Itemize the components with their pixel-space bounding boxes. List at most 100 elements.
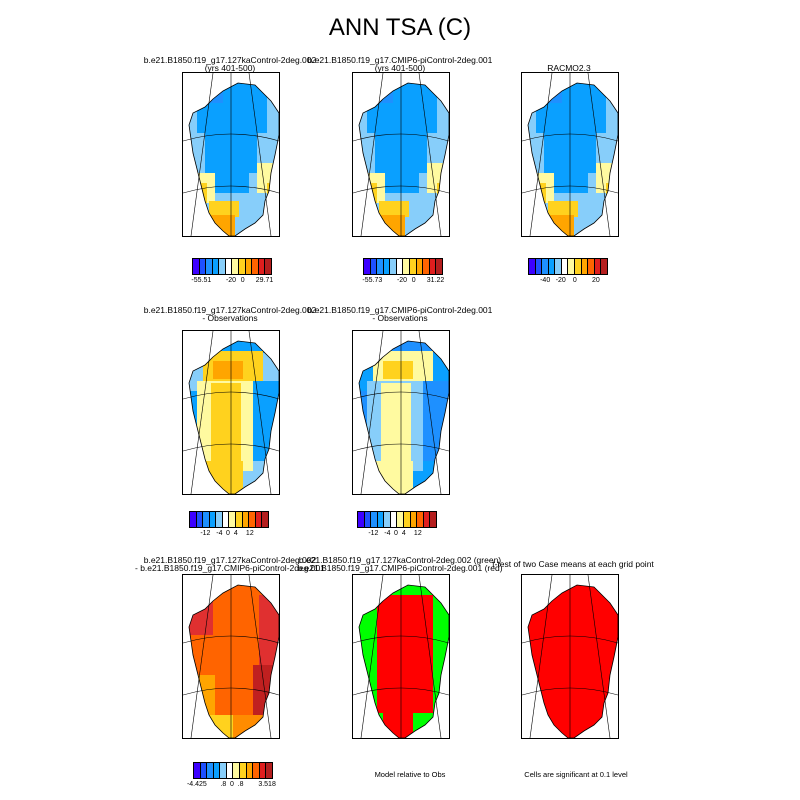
- colorbar-swatch: [193, 259, 200, 274]
- colorbar-swatch: [416, 259, 424, 274]
- colorbar-swatch: [225, 259, 233, 274]
- colorbar-tick-label: 29.71: [255, 277, 274, 284]
- panel-title: b.e21.B1850.f19_g17.127kaControl-2deg.00…: [143, 555, 317, 565]
- colorbar-swatch: [581, 259, 589, 274]
- colorbar-swatch: [377, 259, 384, 274]
- greenland-map: [353, 73, 449, 236]
- colorbar-tick-label: -55.51: [191, 277, 212, 284]
- colorbar-tick-label: 3.518: [258, 781, 276, 788]
- grid-cell: [253, 381, 279, 461]
- figure-title: ANN TSA (C): [328, 14, 472, 41]
- colorbar-tick-label: .8: [237, 781, 244, 788]
- colorbar-swatch: [561, 259, 569, 274]
- grid-cell: [536, 205, 546, 225]
- map-frame: [352, 72, 450, 237]
- colorbar-tick-label: -20: [555, 277, 566, 284]
- panel-note: Model relative to Obs: [374, 770, 446, 779]
- colorbar-swatch: [390, 259, 397, 274]
- colorbar-swatch: [364, 259, 371, 274]
- colorbar-swatch: [200, 763, 208, 778]
- colorbar-swatch: [255, 512, 263, 527]
- colorbar-swatch: [594, 259, 602, 274]
- grid-cell: [211, 383, 241, 471]
- colorbar-swatch: [410, 512, 418, 527]
- colorbar-swatch: [196, 512, 204, 527]
- colorbar-swatch: [226, 763, 234, 778]
- colorbar: [192, 258, 272, 275]
- colorbar-swatch: [371, 512, 378, 527]
- grid-cell: [383, 713, 413, 738]
- colorbar-swatch: [206, 259, 213, 274]
- colorbar-tick-label: 0: [394, 530, 398, 537]
- colorbar-swatch: [245, 259, 253, 274]
- colorbar-tick-label: -12: [200, 530, 211, 537]
- colorbar-swatch: [417, 512, 424, 527]
- colorbar-swatch: [384, 512, 391, 527]
- colorbar: [363, 258, 443, 275]
- grid-cell: [536, 83, 606, 133]
- greenland-map: [353, 575, 449, 738]
- colorbar-tick-label: .8: [220, 781, 227, 788]
- colorbar: [193, 762, 273, 779]
- colorbar-tick-label: 0: [230, 781, 234, 788]
- colorbar-swatch: [212, 259, 220, 274]
- panel-title: b.e21.B1850.f19_g17.CMIP6-piControl-2deg…: [307, 305, 493, 315]
- colorbar-swatch: [190, 512, 197, 527]
- colorbar-tick-label: 0: [572, 277, 577, 284]
- greenland-map: [183, 575, 279, 738]
- colorbar-swatch: [436, 259, 442, 274]
- colorbar-swatch: [229, 512, 237, 527]
- panel-note: Cells are significant at 0.1 level: [524, 770, 628, 779]
- colorbar-swatch: [403, 259, 411, 274]
- grid-cell: [367, 83, 437, 133]
- colorbar-tick-label: 20: [591, 277, 600, 284]
- colorbar-tick-label: 31.22: [426, 277, 445, 284]
- panel-title: b.e21.B1850.f19_g17.127kaControl-2deg.00…: [298, 555, 502, 565]
- colorbar-swatch: [194, 763, 201, 778]
- colorbar: [357, 511, 437, 528]
- colorbar-swatch: [209, 512, 217, 527]
- colorbar-swatch: [423, 512, 431, 527]
- colorbar-swatch: [555, 259, 562, 274]
- greenland-map: [522, 575, 618, 738]
- grid-cell: [379, 201, 409, 217]
- colorbar-swatch: [370, 259, 378, 274]
- colorbar-swatch: [265, 259, 271, 274]
- colorbar-swatch: [253, 763, 260, 778]
- colorbar-swatch: [430, 512, 436, 527]
- colorbar-swatch: [397, 512, 405, 527]
- map-frame: [182, 574, 280, 739]
- colorbar-tick-label: 12: [413, 530, 422, 537]
- greenland-map: [353, 331, 449, 494]
- grid-cell: [423, 381, 449, 461]
- colorbar-swatch: [404, 512, 411, 527]
- colorbar-swatch: [548, 259, 556, 274]
- map-frame: [182, 72, 280, 237]
- colorbar-swatch: [383, 259, 391, 274]
- colorbar-tick-label: -40: [540, 277, 551, 284]
- map-frame: [521, 574, 619, 739]
- map-frame: [182, 330, 280, 495]
- colorbar: [189, 511, 269, 528]
- grid-cell: [359, 83, 393, 103]
- greenland-map: [522, 73, 618, 236]
- colorbar-tick-label: 0: [240, 277, 245, 284]
- panel-title: b.e21.B1850.f19_g17.CMIP6-piControl-2deg…: [307, 55, 493, 65]
- colorbar-tick-label: -4: [216, 530, 223, 537]
- colorbar-swatch: [266, 763, 272, 778]
- colorbar-swatch: [259, 763, 267, 778]
- colorbar-swatch: [588, 259, 595, 274]
- grid-cell: [213, 361, 243, 379]
- colorbar-swatch: [242, 512, 250, 527]
- colorbar: [528, 258, 608, 275]
- colorbar-swatch: [220, 763, 227, 778]
- colorbar-swatch: [529, 259, 536, 274]
- colorbar-swatch: [233, 763, 241, 778]
- colorbar-swatch: [240, 763, 247, 778]
- colorbar-swatch: [364, 512, 372, 527]
- colorbar-swatch: [396, 259, 404, 274]
- panel-subtitle: - Observations: [372, 313, 428, 323]
- colorbar-swatch: [219, 259, 226, 274]
- grid-cell: [197, 205, 207, 225]
- panel-title: t-test of two Case means at each grid po…: [492, 559, 654, 569]
